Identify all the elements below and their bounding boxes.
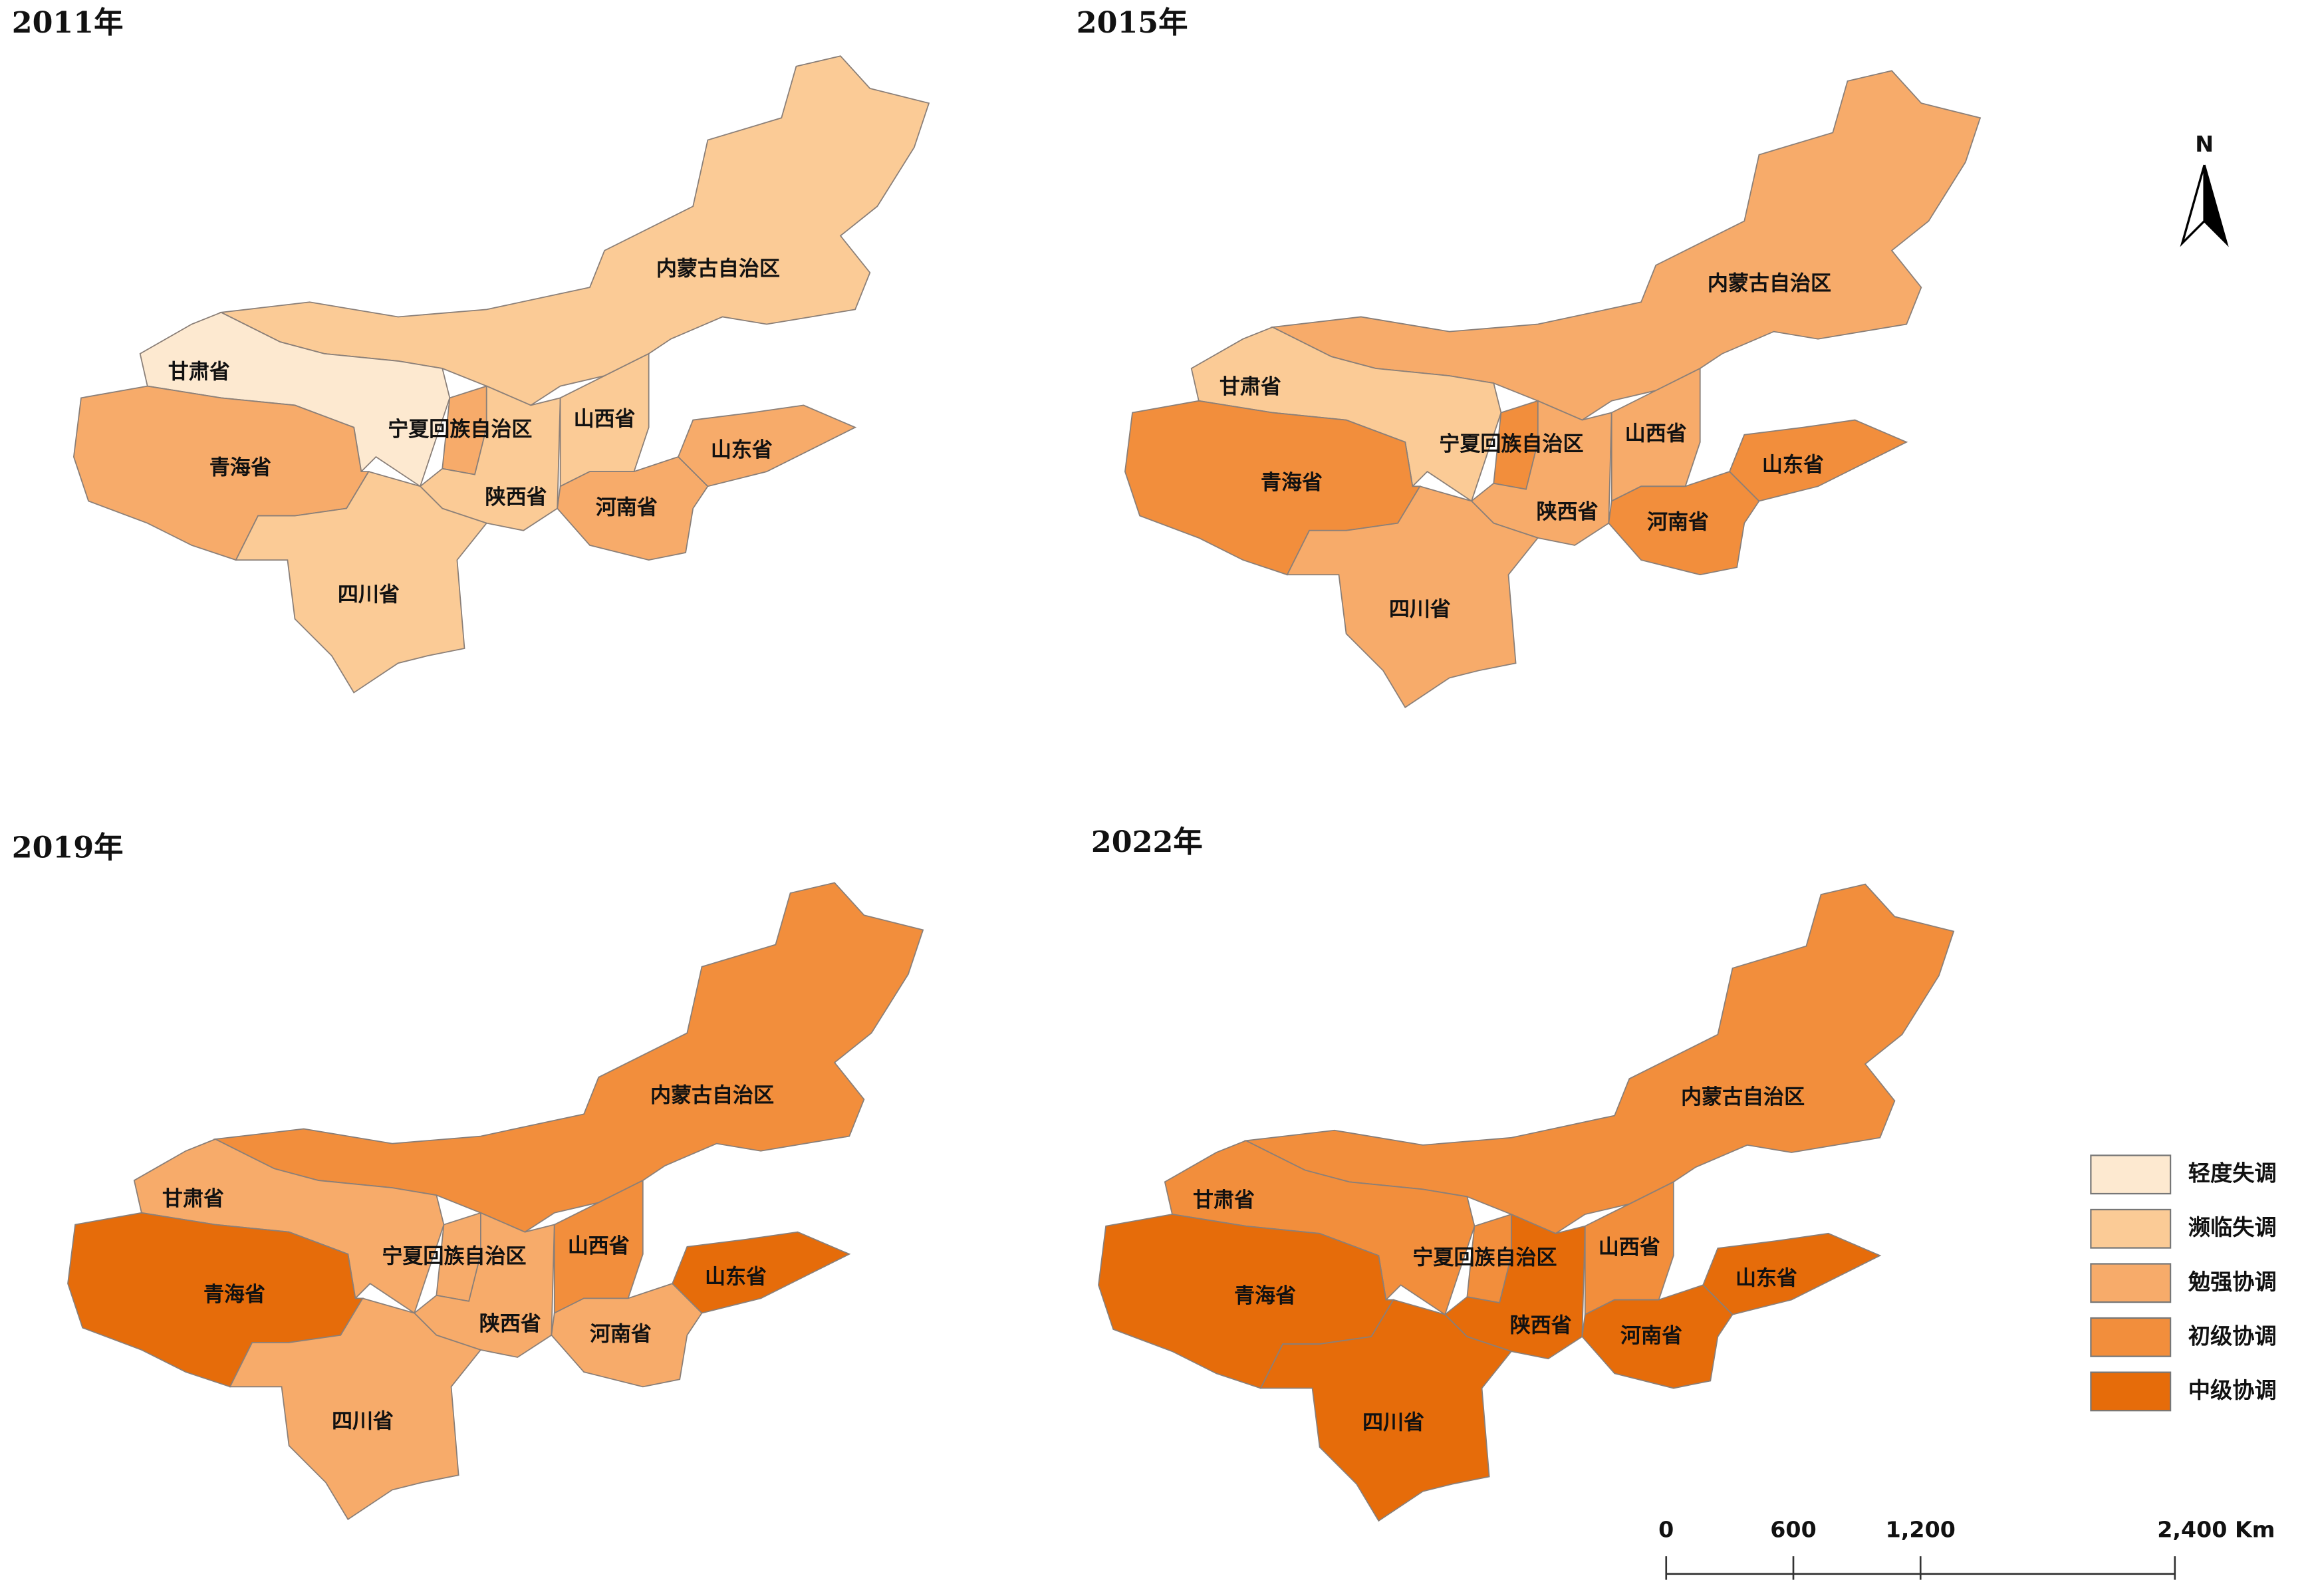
- legend-swatch: [2090, 1208, 2172, 1249]
- region-label: 内蒙古自治区: [656, 257, 780, 281]
- region-label: 河南省: [590, 1323, 652, 1347]
- region-label: 四川省: [338, 583, 400, 606]
- region-label: 山东省: [711, 438, 773, 462]
- region-label: 山西省: [1599, 1236, 1660, 1260]
- region-label: 甘肃省: [168, 360, 230, 384]
- region-label: 山东省: [1762, 453, 1824, 477]
- region: [213, 882, 924, 1233]
- region-label: 甘肃省: [162, 1187, 224, 1211]
- region-label: 河南省: [596, 496, 658, 520]
- region-label: 宁夏回族自治区: [1412, 1246, 1557, 1270]
- region: [235, 471, 488, 694]
- region-label: 陕西省: [1537, 500, 1599, 524]
- region-label: 山西省: [574, 408, 636, 432]
- region-label: 四川省: [1389, 597, 1451, 621]
- region: [219, 55, 930, 406]
- region-label: 内蒙古自治区: [650, 1084, 774, 1108]
- legend-label: 轻度失调: [2188, 1160, 2277, 1186]
- region-label: 宁夏回族自治区: [1439, 432, 1583, 456]
- region: [1729, 419, 1908, 502]
- scale-label: 0: [1658, 1516, 1674, 1542]
- region-label: 青海省: [203, 1283, 265, 1307]
- region-label: 甘肃省: [1193, 1188, 1255, 1212]
- region-label: 四川省: [1362, 1411, 1424, 1435]
- region-label: 陕西省: [485, 485, 547, 509]
- region: [672, 1231, 851, 1314]
- scale-bar: 0 600 1,200 2,400 Km: [1658, 1516, 2275, 1580]
- region: [1243, 883, 1955, 1234]
- panel-title: 2022年: [1091, 825, 1203, 859]
- legend-label: 濒临失调: [2188, 1214, 2277, 1240]
- region-label: 内蒙古自治区: [1708, 272, 1831, 296]
- region: [551, 1283, 703, 1388]
- legend-swatch: [2090, 1263, 2172, 1303]
- region-label: 青海省: [1234, 1284, 1296, 1308]
- region-label: 青海省: [209, 456, 271, 480]
- legend-label: 中级协调: [2188, 1377, 2277, 1403]
- region: [1702, 1232, 1882, 1315]
- scale-label: 1,200: [1886, 1516, 1956, 1542]
- legend-label: 初级协调: [2188, 1323, 2277, 1349]
- region-label: 甘肃省: [1220, 375, 1281, 399]
- region-label: 陕西省: [479, 1312, 541, 1336]
- region: [1608, 471, 1760, 576]
- panel-title: 2015年: [1077, 5, 1188, 40]
- region-label: 山西省: [568, 1234, 630, 1258]
- legend-label: 勉强协调: [2188, 1269, 2277, 1295]
- scale-label: 600: [1770, 1516, 1816, 1542]
- region: [1286, 485, 1539, 708]
- region: [557, 456, 709, 561]
- region: [229, 1297, 482, 1521]
- region-label: 四川省: [332, 1410, 394, 1434]
- region: [1270, 70, 1982, 421]
- region-label: 河南省: [1647, 511, 1709, 535]
- region-label: 陕西省: [1510, 1313, 1572, 1337]
- legend-swatch: [2090, 1317, 2172, 1357]
- north-label: N: [2195, 131, 2214, 157]
- region-label: 宁夏回族自治区: [388, 418, 532, 442]
- region-label: 山东省: [1735, 1267, 1797, 1291]
- region-label: 宁夏回族自治区: [382, 1244, 526, 1268]
- region: [677, 404, 857, 487]
- region-label: 山西省: [1625, 422, 1687, 446]
- region-label: 青海省: [1261, 471, 1323, 495]
- legend-swatch: [2090, 1371, 2172, 1412]
- legend-swatch: [2090, 1154, 2172, 1195]
- north-arrow: N: [2180, 131, 2229, 247]
- panel-title: 2011年: [12, 5, 124, 40]
- region-label: 内蒙古自治区: [1681, 1085, 1805, 1109]
- region: [1259, 1299, 1513, 1522]
- region: [1581, 1284, 1734, 1389]
- region-label: 山东省: [705, 1265, 767, 1289]
- scale-label: 2,400 Km: [2157, 1516, 2275, 1542]
- panel-title: 2019年: [12, 831, 124, 865]
- region-label: 河南省: [1620, 1324, 1682, 1348]
